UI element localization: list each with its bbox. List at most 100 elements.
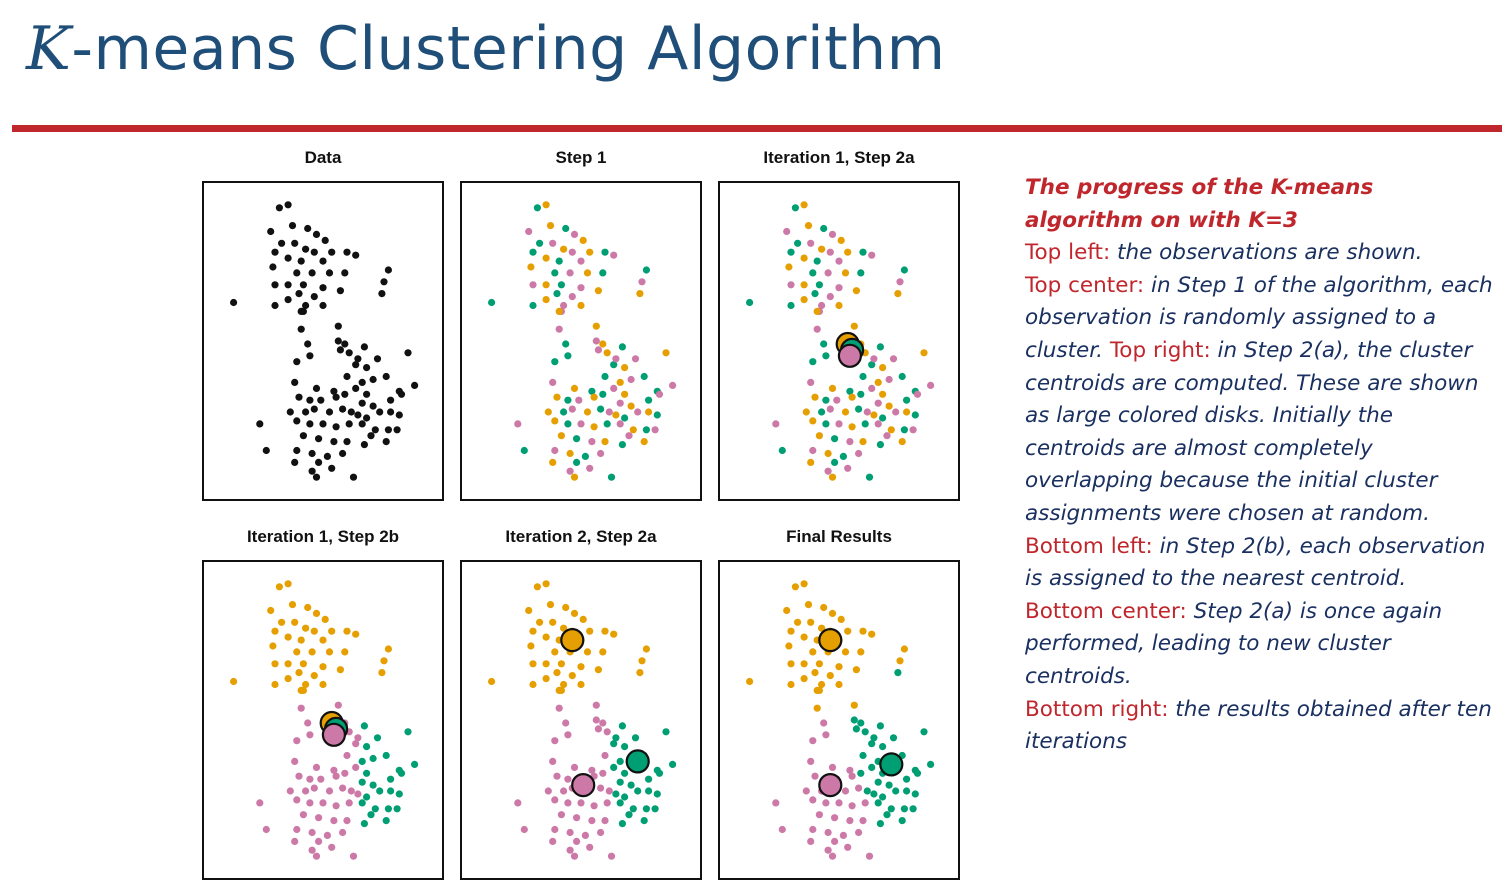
data-point [560, 680, 568, 689]
data-point [802, 408, 810, 416]
data-point [404, 349, 412, 357]
data-point [564, 799, 572, 807]
data-point [651, 805, 659, 813]
data-point [807, 378, 815, 386]
data-point [621, 364, 629, 372]
data-point [293, 446, 301, 455]
data-point [894, 669, 902, 677]
data-point [638, 657, 646, 665]
data-point [358, 799, 366, 807]
data-point [551, 446, 559, 455]
data-point [913, 390, 922, 398]
data-point [610, 630, 618, 638]
data-point [879, 364, 887, 372]
data-point [883, 432, 891, 440]
data-point [302, 680, 310, 689]
data-point [349, 852, 358, 860]
data-point [330, 766, 338, 774]
data-point [363, 793, 371, 801]
data-point [629, 426, 637, 434]
scatter-plot-2 [746, 201, 935, 481]
data-point [601, 627, 609, 635]
data-point [885, 375, 893, 384]
data-point [336, 666, 344, 674]
data-point [343, 751, 351, 760]
data-point [599, 390, 607, 398]
data-point [291, 837, 299, 845]
data-point [857, 769, 865, 777]
data-point [621, 769, 629, 777]
data-point [601, 372, 609, 381]
data-point [870, 355, 878, 363]
data-point [306, 731, 314, 739]
data-point [809, 796, 817, 804]
data-point [336, 346, 344, 354]
data-point [835, 680, 843, 689]
data-point [645, 408, 653, 416]
data-point [621, 414, 629, 422]
data-point [341, 269, 349, 277]
data-point [653, 790, 661, 798]
data-point [850, 701, 858, 709]
data-point [848, 772, 856, 780]
data-point [579, 236, 587, 244]
data-point [363, 414, 371, 422]
data-point [564, 420, 572, 428]
data-point [874, 799, 882, 807]
data-point [293, 825, 301, 834]
data-point [382, 751, 390, 760]
data-point [328, 248, 336, 256]
scatter-plot-3 [230, 580, 419, 860]
data-point [564, 775, 572, 783]
data-point [640, 438, 648, 446]
data-point [529, 627, 537, 635]
data-point [818, 301, 826, 310]
data-point [653, 411, 661, 419]
data-point [325, 648, 334, 656]
data-point [295, 393, 303, 401]
data-point [577, 284, 585, 292]
data-point [802, 787, 810, 795]
data-point [560, 624, 568, 632]
data-point [384, 805, 392, 813]
scatter-panel-0 [202, 181, 444, 501]
caption-bottom-left: Bottom left: in Step 2(b), each observat… [1025, 531, 1495, 596]
data-point [562, 224, 570, 233]
data-point [302, 301, 310, 310]
data-point [514, 799, 522, 807]
data-point [599, 269, 607, 277]
data-point [544, 787, 552, 795]
data-point [828, 230, 837, 238]
data-point [900, 645, 908, 653]
data-point [627, 781, 635, 789]
panel-title-4: Iteration 2, Step 2a [505, 527, 657, 546]
data-point [807, 618, 815, 626]
data-point [616, 757, 624, 765]
data-point [841, 269, 850, 277]
data-point [358, 420, 366, 428]
data-point [898, 438, 906, 446]
scatter-panel-2 [718, 181, 960, 501]
data-point [551, 737, 559, 745]
data-point [529, 301, 537, 310]
data-point [785, 642, 793, 650]
data-point [804, 601, 813, 609]
data-point [815, 660, 823, 668]
centroid-orange [818, 627, 843, 653]
data-point [859, 627, 867, 635]
data-point [555, 307, 563, 315]
caption-body: in Step 2(a), the cluster centroids are … [1025, 337, 1479, 526]
data-point [651, 426, 659, 434]
data-point [321, 236, 329, 244]
data-point [621, 743, 629, 751]
data-point [546, 222, 555, 230]
data-point [837, 236, 845, 244]
data-point [787, 281, 795, 289]
data-point [833, 396, 841, 404]
data-point [568, 405, 576, 413]
data-point [594, 725, 602, 733]
data-point [553, 772, 561, 780]
data-point [488, 677, 496, 686]
data-point [631, 355, 640, 363]
data-point [594, 346, 602, 354]
